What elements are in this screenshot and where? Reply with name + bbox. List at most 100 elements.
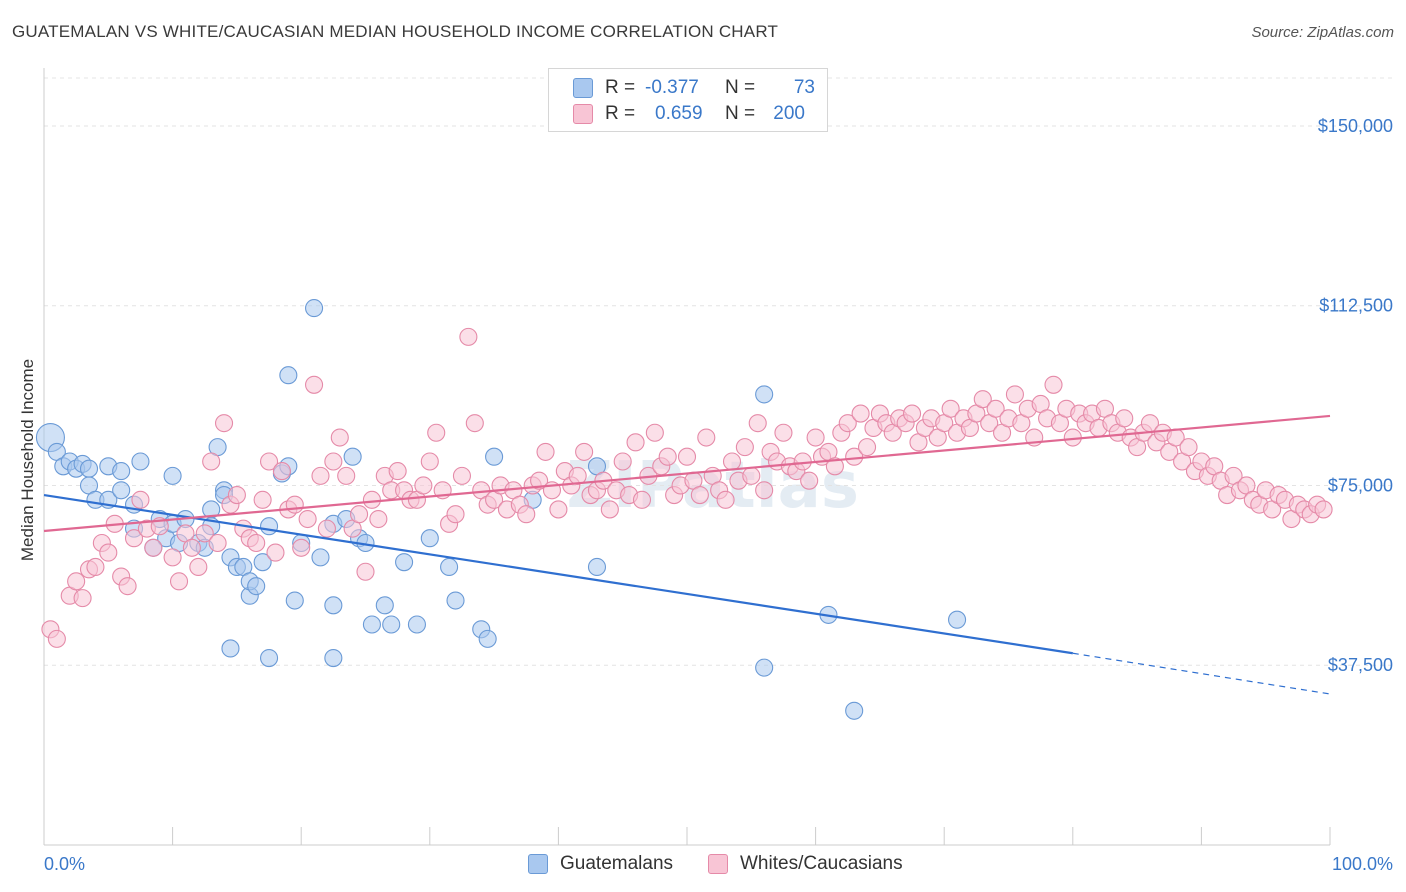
- point-guatemalans: [324, 596, 343, 615]
- point-guatemalans: [382, 615, 401, 634]
- point-whites-caucasians: [337, 466, 356, 485]
- point-whites-caucasians: [118, 577, 137, 596]
- point-whites-caucasians: [330, 428, 349, 447]
- legend-r-label: R =: [605, 103, 636, 124]
- point-whites-caucasians: [838, 414, 857, 433]
- point-whites-caucasians: [227, 486, 246, 505]
- point-guatemalans: [259, 648, 279, 668]
- y-tick-label: $75,000: [1328, 475, 1393, 495]
- legend-r-value: -0.377: [645, 77, 699, 98]
- point-whites-caucasians: [362, 490, 381, 509]
- chart-title: GUATEMALAN VS WHITE/CAUCASIAN MEDIAN HOU…: [12, 22, 779, 41]
- point-whites-caucasians: [324, 452, 343, 471]
- point-whites-caucasians: [195, 524, 214, 543]
- point-whites-caucasians: [986, 399, 1005, 418]
- point-whites-caucasians: [530, 471, 549, 490]
- point-whites-caucasians: [735, 438, 754, 457]
- point-whites-caucasians: [1179, 438, 1198, 457]
- point-whites-caucasians: [902, 404, 922, 423]
- point-whites-caucasians: [645, 423, 664, 442]
- point-whites-caucasians: [356, 562, 375, 581]
- point-whites-caucasians: [755, 481, 774, 500]
- point-whites-caucasians: [716, 490, 735, 509]
- point-whites-caucasians: [311, 466, 330, 485]
- bottom-legend-label-guatemalans: Guatemalans: [560, 853, 674, 874]
- point-whites-caucasians: [697, 428, 716, 447]
- bottom-legend-swatch-whites: [708, 854, 728, 874]
- legend-n-value: 73: [793, 77, 815, 98]
- point-guatemalans: [79, 459, 99, 478]
- point-guatemalans: [440, 557, 459, 577]
- legend-row-guatemalans: R = -0.377 N = 73: [573, 77, 815, 99]
- point-whites-caucasians: [99, 543, 118, 562]
- point-guatemalans: [755, 658, 774, 677]
- point-whites-caucasians: [825, 457, 844, 476]
- point-whites-caucasians: [388, 462, 407, 481]
- point-whites-caucasians: [722, 452, 742, 471]
- point-whites-caucasians: [465, 414, 484, 433]
- point-whites-caucasians: [941, 399, 960, 418]
- legend-swatch-whites: [573, 104, 593, 124]
- correlation-legend: R = -0.377 N = 73 R = 0.659 N = 200: [548, 68, 828, 132]
- point-whites-caucasians: [169, 572, 189, 591]
- point-guatemalans: [343, 447, 362, 466]
- y-tick-label: $112,500: [1319, 296, 1393, 316]
- point-whites-caucasians: [658, 447, 677, 466]
- legend-r-value: 0.659: [655, 103, 703, 124]
- x-tick-label: 0.0%: [44, 854, 85, 874]
- point-whites-caucasians: [459, 327, 478, 346]
- point-whites-caucasians: [369, 509, 388, 529]
- y-tick-label: $37,500: [1328, 655, 1393, 675]
- point-guatemalans: [324, 648, 343, 668]
- point-guatemalans: [305, 299, 324, 318]
- trend-line-guatemalans: [43, 493, 1073, 655]
- point-whites-caucasians: [208, 533, 227, 553]
- point-guatemalans: [395, 553, 414, 572]
- point-whites-caucasians: [247, 533, 266, 553]
- point-whites-caucasians: [575, 442, 594, 461]
- point-guatemalans: [311, 548, 330, 567]
- y-tick-label: $150,000: [1318, 116, 1393, 136]
- point-whites-caucasians: [317, 519, 336, 538]
- point-guatemalans: [259, 517, 279, 536]
- point-whites-caucasians: [47, 629, 66, 648]
- point-whites-caucasians: [202, 452, 221, 471]
- point-whites-caucasians: [272, 462, 291, 481]
- point-guatemalans: [407, 615, 426, 634]
- point-whites-caucasians: [285, 495, 304, 514]
- legend-n-value: 200: [773, 103, 805, 124]
- point-guatemalans: [755, 385, 774, 404]
- point-whites-caucasians: [73, 589, 92, 608]
- legend-swatch-guatemalans: [573, 78, 593, 98]
- point-whites-caucasians: [600, 500, 619, 519]
- legend-r-label: R =: [605, 77, 636, 98]
- point-whites-caucasians: [131, 490, 150, 509]
- point-whites-caucasians: [214, 414, 234, 433]
- point-whites-caucasians: [626, 433, 645, 452]
- bottom-legend-guatemalans: Guatemalans: [528, 852, 673, 876]
- point-whites-caucasians: [292, 538, 311, 557]
- point-whites-caucasians: [1005, 385, 1024, 404]
- point-whites-caucasians: [420, 452, 439, 471]
- point-whites-caucasians: [690, 486, 709, 505]
- point-whites-caucasians: [774, 423, 793, 442]
- point-whites-caucasians: [182, 538, 201, 557]
- point-whites-caucasians: [1314, 500, 1333, 519]
- point-whites-caucasians: [298, 509, 317, 529]
- x-tick-label: 100.0%: [1332, 854, 1393, 874]
- point-whites-caucasians: [613, 452, 632, 471]
- point-whites-caucasians: [163, 548, 182, 567]
- point-whites-caucasians: [632, 490, 652, 509]
- point-whites-caucasians: [536, 442, 555, 461]
- point-whites-caucasians: [427, 423, 446, 442]
- point-whites-caucasians: [800, 471, 819, 490]
- point-whites-caucasians: [857, 438, 877, 457]
- point-whites-caucasians: [259, 452, 279, 471]
- point-guatemalans: [131, 452, 150, 471]
- point-guatemalans: [446, 591, 465, 610]
- point-guatemalans: [247, 577, 266, 596]
- point-guatemalans: [485, 447, 504, 466]
- point-guatemalans: [362, 615, 381, 634]
- bottom-legend-label-whites: Whites/Caucasians: [740, 853, 903, 874]
